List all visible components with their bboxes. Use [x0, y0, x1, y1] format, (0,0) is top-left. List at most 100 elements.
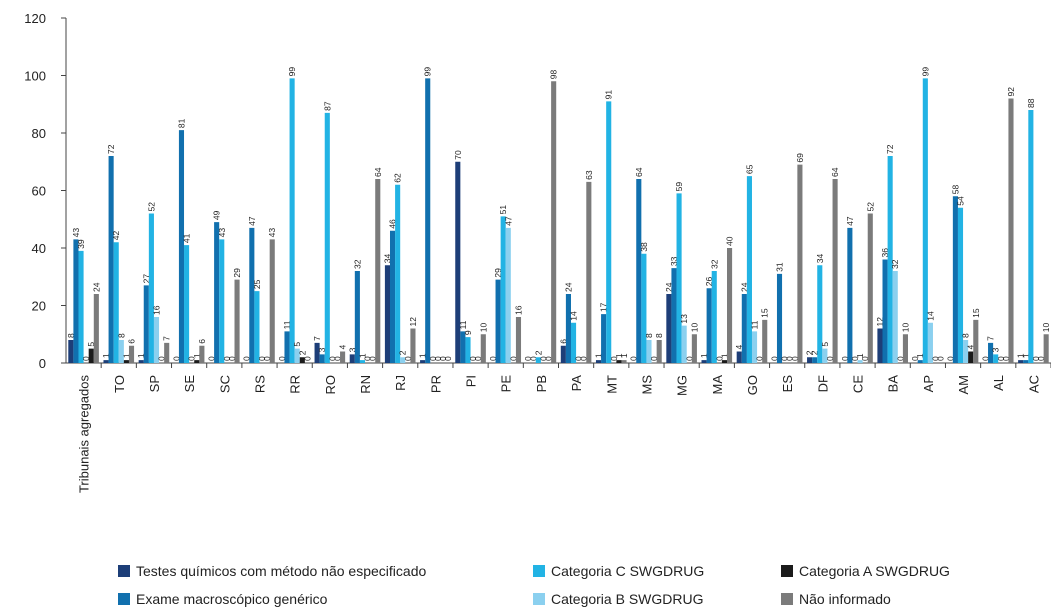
value-label: 0: [780, 356, 790, 361]
value-label: 31: [775, 262, 785, 272]
value-label: 99: [287, 67, 297, 77]
bar: [319, 354, 325, 363]
legend-label: Não informado: [799, 591, 891, 607]
legend-swatch: [533, 593, 545, 605]
bar: [867, 213, 873, 363]
bar: [118, 340, 124, 363]
bar: [887, 156, 893, 363]
value-label: 64: [634, 167, 644, 177]
bar: [269, 239, 275, 363]
value-label: 10: [478, 323, 488, 333]
bar: [535, 357, 541, 363]
value-label: 2: [297, 350, 307, 355]
value-label: 65: [744, 164, 754, 174]
value-label: 0: [257, 356, 267, 361]
bar: [646, 340, 652, 363]
value-label: 34: [382, 254, 392, 264]
legend-swatch: [118, 593, 130, 605]
bar: [194, 360, 200, 363]
value-label: 72: [885, 144, 895, 154]
x-tick-label: SP: [147, 375, 162, 392]
bar: [706, 288, 712, 363]
value-label: 1: [192, 353, 202, 358]
value-label: 1: [1021, 353, 1031, 358]
value-label: 0: [222, 356, 232, 361]
bar: [164, 342, 170, 363]
bar: [178, 130, 185, 363]
bar: [601, 314, 607, 363]
value-label: 7: [162, 336, 172, 341]
value-label: 0: [996, 356, 1006, 361]
value-label: 39: [76, 239, 86, 249]
bar: [711, 271, 717, 363]
bar: [746, 176, 752, 363]
value-label: 0: [980, 356, 990, 361]
value-label: 1: [915, 353, 925, 358]
value-label: 91: [604, 90, 614, 100]
bar: [595, 360, 602, 363]
y-tick-label: 0: [39, 356, 46, 371]
bar: [465, 337, 471, 363]
value-label: 4: [338, 345, 348, 350]
value-label: 0: [1031, 356, 1041, 361]
bar: [847, 227, 853, 363]
value-label: 0: [443, 356, 453, 361]
value-label: 0: [544, 356, 554, 361]
bar: [636, 179, 642, 363]
value-label: 0: [403, 356, 413, 361]
value-label: 51: [498, 205, 508, 215]
value-label: 69: [795, 153, 805, 163]
value-label: 17: [599, 302, 609, 312]
x-tick-label: MS: [639, 375, 654, 395]
bar: [797, 164, 803, 363]
bar: [817, 265, 823, 363]
value-label: 0: [332, 356, 342, 361]
x-tick-label: SE: [182, 375, 197, 393]
value-label: 41: [182, 233, 192, 243]
value-label: 64: [830, 167, 840, 177]
value-label: 0: [931, 356, 941, 361]
bar: [641, 253, 647, 363]
value-label: 0: [574, 356, 584, 361]
value-label: 32: [709, 259, 719, 269]
value-label: 0: [242, 356, 252, 361]
bar: [113, 242, 119, 363]
bar: [807, 357, 813, 363]
value-label: 11: [282, 320, 292, 329]
x-tick-label: DF: [815, 375, 830, 392]
x-tick-label: AL: [991, 375, 1006, 391]
bar: [128, 345, 135, 363]
value-label: 10: [1041, 323, 1051, 333]
legend-swatch: [533, 565, 545, 577]
value-label: 15: [760, 308, 770, 318]
value-label: 14: [569, 311, 579, 321]
value-label: 24: [91, 282, 101, 292]
legend-label: Testes químicos com método não especific…: [136, 563, 426, 579]
value-label: 52: [146, 202, 156, 212]
value-label: 3: [991, 347, 1001, 352]
value-label: 0: [755, 356, 765, 361]
bar: [621, 360, 627, 363]
value-label: 0: [468, 356, 478, 361]
bar: [384, 265, 390, 363]
value-label: 0: [262, 356, 272, 361]
value-label: 10: [900, 323, 910, 333]
bar: [1043, 334, 1049, 363]
value-label: 6: [558, 339, 568, 344]
value-label: 47: [247, 216, 257, 226]
bar: [1008, 98, 1014, 363]
y-tick-label: 40: [32, 241, 46, 256]
value-label: 0: [1036, 356, 1046, 361]
bar: [1018, 360, 1024, 363]
x-tick-label: AC: [1026, 375, 1041, 393]
value-label: 47: [503, 216, 513, 226]
x-tick-label: AP: [921, 375, 936, 392]
value-label: 0: [327, 356, 337, 361]
value-label: 0: [649, 356, 659, 361]
bar: [88, 348, 94, 363]
value-label: 5: [86, 342, 96, 347]
value-label: 0: [1001, 356, 1011, 361]
bar: [289, 78, 295, 363]
value-label: 34: [815, 254, 825, 264]
